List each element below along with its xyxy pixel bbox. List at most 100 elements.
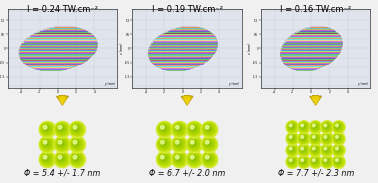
Circle shape bbox=[336, 124, 340, 128]
Circle shape bbox=[172, 151, 188, 168]
Circle shape bbox=[313, 147, 317, 151]
Circle shape bbox=[158, 152, 172, 166]
Circle shape bbox=[309, 121, 322, 134]
Circle shape bbox=[175, 140, 183, 148]
Circle shape bbox=[311, 157, 319, 166]
Circle shape bbox=[71, 154, 82, 164]
Circle shape bbox=[322, 133, 332, 144]
Circle shape bbox=[45, 142, 47, 144]
Circle shape bbox=[289, 124, 292, 127]
Circle shape bbox=[205, 155, 212, 162]
Circle shape bbox=[56, 124, 67, 134]
Circle shape bbox=[189, 139, 199, 149]
Circle shape bbox=[59, 156, 64, 161]
Circle shape bbox=[301, 124, 305, 129]
Circle shape bbox=[301, 147, 305, 152]
Circle shape bbox=[163, 127, 164, 129]
Circle shape bbox=[160, 155, 167, 162]
Circle shape bbox=[71, 138, 82, 150]
Circle shape bbox=[55, 122, 70, 137]
Circle shape bbox=[57, 139, 67, 149]
Circle shape bbox=[312, 158, 318, 165]
Circle shape bbox=[175, 126, 179, 129]
Circle shape bbox=[176, 141, 181, 146]
Circle shape bbox=[58, 140, 65, 147]
Circle shape bbox=[302, 149, 303, 150]
Circle shape bbox=[310, 156, 321, 167]
Circle shape bbox=[59, 141, 64, 146]
Circle shape bbox=[314, 149, 315, 150]
Circle shape bbox=[325, 125, 327, 127]
Circle shape bbox=[191, 141, 194, 144]
Circle shape bbox=[40, 152, 55, 167]
Circle shape bbox=[70, 122, 84, 136]
Circle shape bbox=[45, 127, 48, 130]
Circle shape bbox=[290, 136, 294, 140]
Circle shape bbox=[161, 141, 164, 144]
Text: Φ = 7.7 +/- 2.3 nm: Φ = 7.7 +/- 2.3 nm bbox=[277, 169, 354, 178]
Circle shape bbox=[60, 127, 62, 129]
Circle shape bbox=[57, 140, 66, 148]
Circle shape bbox=[175, 141, 179, 144]
Circle shape bbox=[314, 125, 316, 127]
Circle shape bbox=[41, 138, 53, 150]
Circle shape bbox=[72, 139, 81, 148]
Circle shape bbox=[312, 123, 318, 130]
Circle shape bbox=[324, 123, 330, 130]
Circle shape bbox=[59, 126, 64, 131]
Circle shape bbox=[314, 148, 316, 150]
Circle shape bbox=[337, 125, 339, 127]
Circle shape bbox=[174, 153, 185, 165]
Circle shape bbox=[302, 125, 304, 127]
Circle shape bbox=[190, 155, 197, 162]
Circle shape bbox=[314, 160, 315, 161]
Circle shape bbox=[313, 125, 316, 128]
Circle shape bbox=[325, 160, 327, 161]
Circle shape bbox=[174, 123, 185, 135]
Circle shape bbox=[333, 133, 344, 144]
Circle shape bbox=[177, 141, 180, 145]
Circle shape bbox=[289, 124, 294, 129]
Circle shape bbox=[173, 138, 186, 151]
Circle shape bbox=[312, 158, 318, 164]
Circle shape bbox=[322, 157, 332, 167]
Circle shape bbox=[289, 135, 294, 141]
Circle shape bbox=[290, 124, 293, 128]
Circle shape bbox=[57, 124, 67, 134]
Circle shape bbox=[337, 160, 338, 161]
Circle shape bbox=[177, 142, 180, 145]
Circle shape bbox=[335, 147, 341, 152]
Circle shape bbox=[332, 121, 345, 134]
Circle shape bbox=[56, 138, 68, 150]
Circle shape bbox=[175, 125, 183, 133]
Circle shape bbox=[43, 126, 49, 131]
Circle shape bbox=[298, 121, 310, 133]
Circle shape bbox=[191, 141, 195, 145]
Circle shape bbox=[74, 126, 79, 131]
Circle shape bbox=[335, 159, 341, 164]
Circle shape bbox=[159, 124, 169, 134]
Circle shape bbox=[203, 123, 215, 135]
Circle shape bbox=[190, 125, 198, 133]
Circle shape bbox=[288, 123, 296, 130]
Circle shape bbox=[336, 159, 339, 163]
Circle shape bbox=[191, 156, 195, 160]
Circle shape bbox=[287, 134, 297, 143]
Circle shape bbox=[59, 127, 63, 130]
Circle shape bbox=[54, 136, 71, 153]
Circle shape bbox=[191, 155, 194, 159]
Circle shape bbox=[301, 124, 304, 127]
Circle shape bbox=[45, 142, 48, 145]
Circle shape bbox=[301, 159, 304, 162]
Circle shape bbox=[161, 126, 164, 129]
Circle shape bbox=[325, 148, 327, 150]
Circle shape bbox=[70, 123, 84, 136]
Circle shape bbox=[40, 122, 55, 137]
Circle shape bbox=[160, 140, 167, 147]
Circle shape bbox=[299, 145, 309, 155]
Circle shape bbox=[172, 137, 186, 151]
Circle shape bbox=[44, 141, 48, 145]
Circle shape bbox=[314, 149, 315, 150]
Circle shape bbox=[40, 153, 54, 166]
Circle shape bbox=[45, 157, 47, 159]
